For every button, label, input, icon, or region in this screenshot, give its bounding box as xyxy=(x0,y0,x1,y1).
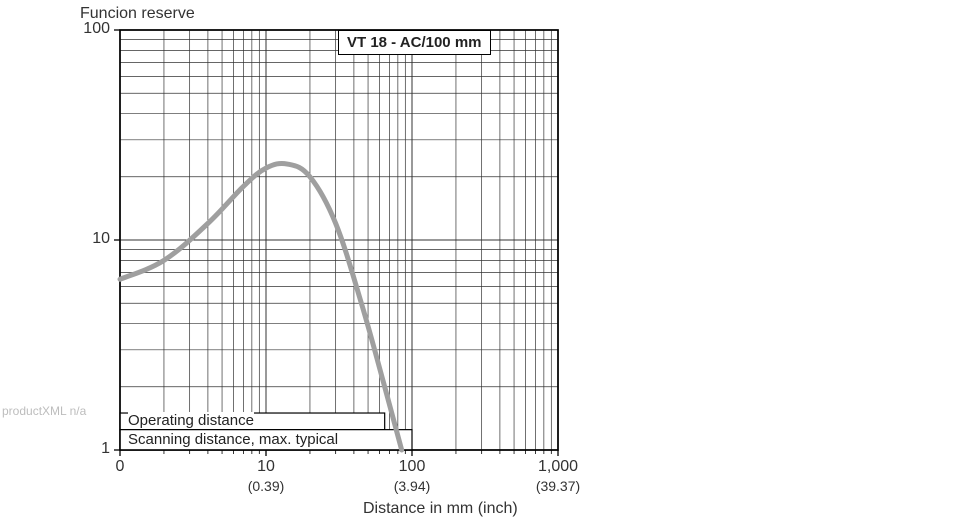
operating-distance-label: Operating distance xyxy=(128,412,254,429)
x-tick-label: 10 xyxy=(236,458,296,476)
x-tick-label: 1,000 xyxy=(528,458,588,476)
x-tick-label: 100 xyxy=(382,458,442,476)
function-reserve-chart: Funcion reserve productXML n/a VT 18 - A… xyxy=(0,0,970,520)
x-tick-sublabel: (0.39) xyxy=(231,478,301,494)
series-legend: VT 18 - AC/100 mm xyxy=(338,30,491,55)
x-tick-sublabel: (39.37) xyxy=(523,478,593,494)
x-tick-sublabel: (3.94) xyxy=(377,478,447,494)
y-tick-label: 1 xyxy=(0,440,110,458)
scanning-distance-label: Scanning distance, max. typical xyxy=(128,431,338,448)
y-tick-label: 100 xyxy=(0,20,110,38)
x-tick-label: 0 xyxy=(90,458,150,476)
y-tick-label: 10 xyxy=(0,230,110,248)
x-axis-title: Distance in mm (inch) xyxy=(363,500,518,518)
